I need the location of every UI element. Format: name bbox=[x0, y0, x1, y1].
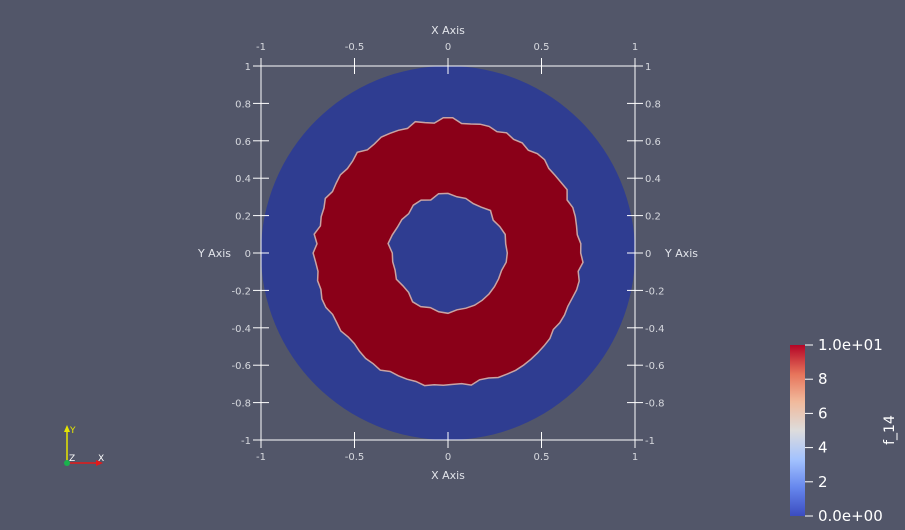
y-tick-right-label: 0.4 bbox=[645, 174, 661, 185]
y-tick-left-label: -0.8 bbox=[231, 399, 251, 410]
x-axis-title-bottom: X Axis bbox=[431, 469, 465, 482]
x-tick-bottom-label: 1 bbox=[632, 452, 638, 463]
color-legend-tick-label: 2 bbox=[818, 473, 828, 491]
triad-x-arrow-icon bbox=[96, 460, 103, 466]
triad-y-label: Y bbox=[69, 426, 76, 436]
triad-z-label: Z bbox=[69, 454, 75, 464]
color-legend-ticks: 1.0e+01 8 6 4 2 0.0e+00 bbox=[805, 336, 883, 525]
x-tick-bottom-label: -1 bbox=[256, 452, 266, 463]
y-tick-left-label: -0.2 bbox=[231, 286, 251, 297]
annulus-region bbox=[312, 116, 584, 387]
color-legend-tick-label: 1.0e+01 bbox=[818, 336, 883, 354]
cube-axes: -1 -0.5 0 0.5 1 -1 -0.5 0 0.5 1 -1 -0.8 -0.6 -0.4 -0… bbox=[197, 24, 698, 482]
x-ticks-top: -1 -0.5 0 0.5 1 bbox=[253, 42, 643, 74]
y-tick-left-label: 0.2 bbox=[235, 212, 251, 223]
y-tick-right-label: 1 bbox=[645, 62, 651, 73]
x-axis-title-top: X Axis bbox=[431, 24, 465, 37]
y-tick-right-label: -0.2 bbox=[645, 286, 665, 297]
y-ticks-left: -1 -0.8 -0.6 -0.4 -0.2 0 0.2 0.4 0.6 0.8 1 bbox=[231, 58, 269, 448]
y-tick-left-label: 0.6 bbox=[235, 137, 251, 148]
y-tick-right-label: 0 bbox=[645, 249, 651, 260]
y-tick-right-label: -0.8 bbox=[645, 399, 665, 410]
color-legend-gradient bbox=[790, 345, 805, 516]
scalar-field-plot bbox=[261, 66, 635, 440]
triad-z-axis bbox=[64, 460, 70, 466]
color-legend-tick-label: 8 bbox=[818, 370, 828, 388]
y-tick-left-label: 0.8 bbox=[235, 99, 251, 110]
y-tick-right-label: 0.2 bbox=[645, 212, 661, 223]
triad-y-arrow-icon bbox=[64, 425, 70, 432]
color-legend-tick-label: 6 bbox=[818, 404, 828, 422]
x-tick-bottom-label: 0 bbox=[445, 452, 451, 463]
orientation-axes-triad: Y Z X bbox=[64, 425, 104, 466]
y-tick-left-label: -0.6 bbox=[231, 361, 251, 372]
x-ticks-bottom: -1 -0.5 0 0.5 1 bbox=[253, 432, 643, 463]
y-tick-right-label: 0.6 bbox=[645, 137, 661, 148]
x-tick-bottom-label: 0.5 bbox=[534, 452, 550, 463]
color-legend-tick-label: 4 bbox=[818, 439, 828, 457]
y-tick-right-label: 0.8 bbox=[645, 99, 661, 110]
y-tick-right-label: -0.4 bbox=[645, 324, 665, 335]
y-tick-left-label: 0.4 bbox=[235, 174, 251, 185]
y-tick-left-label: 0 bbox=[245, 249, 251, 260]
color-legend: 1.0e+01 8 6 4 2 0.0e+00 f_14 bbox=[790, 336, 898, 525]
y-axis-title-right: Y Axis bbox=[664, 247, 698, 260]
y-tick-right-label: -1 bbox=[645, 436, 655, 447]
y-tick-right-label: -0.6 bbox=[645, 361, 665, 372]
x-tick-bottom-label: -0.5 bbox=[345, 452, 365, 463]
y-ticks-right: -1 -0.8 -0.6 -0.4 -0.2 0 0.2 0.4 0.6 0.8 1 bbox=[627, 58, 665, 448]
y-tick-left-label: -1 bbox=[241, 436, 251, 447]
color-legend-tick-label: 0.0e+00 bbox=[818, 507, 883, 525]
y-axis-title-left: Y Axis bbox=[197, 247, 231, 260]
x-tick-top-label: 1 bbox=[632, 42, 638, 53]
y-tick-left-label: -0.4 bbox=[231, 324, 251, 335]
color-legend-title: f_14 bbox=[882, 415, 898, 445]
y-tick-left-label: 1 bbox=[245, 62, 251, 73]
x-tick-top-label: 0.5 bbox=[534, 42, 550, 53]
x-tick-top-label: -1 bbox=[256, 42, 266, 53]
triad-x-label: X bbox=[98, 454, 104, 464]
x-tick-top-label: 0 bbox=[445, 42, 451, 53]
x-tick-top-label: -0.5 bbox=[345, 42, 365, 53]
